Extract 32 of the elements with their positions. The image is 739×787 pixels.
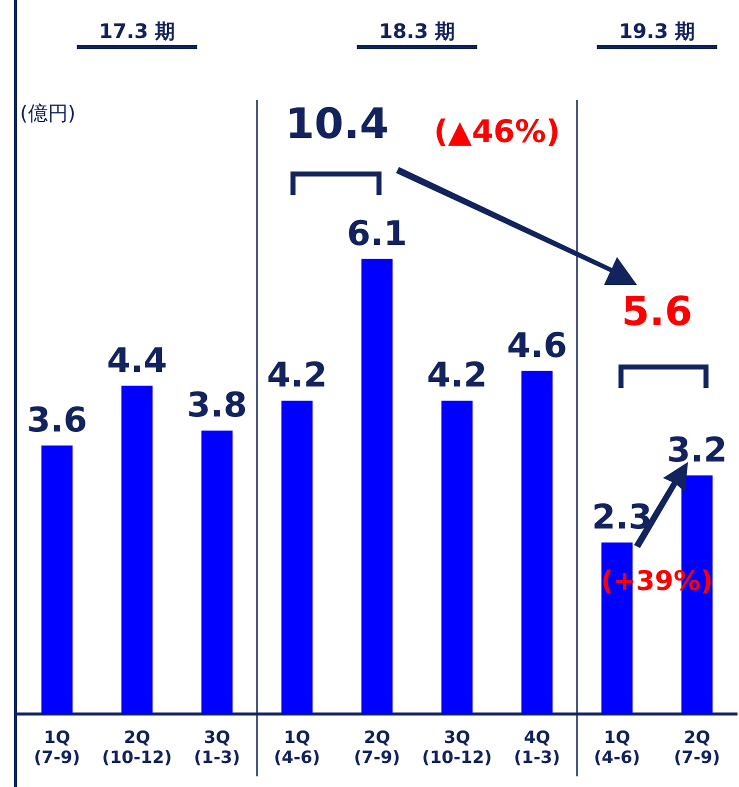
x-tick-label: 1Q (4-6) bbox=[594, 728, 640, 768]
data-label: 4.2 bbox=[426, 356, 488, 396]
x-tick-label: 1Q (4-6) bbox=[274, 728, 320, 768]
annotation: 5.6 bbox=[622, 289, 692, 335]
text: 19.3 期 bbox=[618, 19, 696, 43]
text: 18.3 期 bbox=[378, 19, 456, 43]
data-label: 4.6 bbox=[506, 326, 568, 366]
x-tick-label: 4Q (1-3) bbox=[514, 728, 560, 768]
bar bbox=[521, 370, 553, 714]
data-label: 3.6 bbox=[26, 400, 88, 440]
bar bbox=[41, 446, 73, 714]
data-label: 6.1 bbox=[346, 214, 408, 254]
x-tick-label: 3Q (1-3) bbox=[194, 728, 240, 768]
x-tick-label: 2Q (7-9) bbox=[674, 728, 720, 768]
bar bbox=[441, 400, 473, 714]
x-tick-label: 3Q (10-12) bbox=[422, 728, 492, 768]
data-label: 4.2 bbox=[266, 356, 328, 396]
bar bbox=[121, 386, 153, 714]
x-tick-label: 2Q (10-12) bbox=[102, 728, 172, 768]
x-tick-label: 2Q (7-9) bbox=[354, 728, 400, 768]
data-label: 2.3 bbox=[592, 498, 652, 538]
text: 10.4 bbox=[285, 99, 389, 148]
x-tick-label: 1Q (7-9) bbox=[34, 728, 80, 768]
data-label: 3.8 bbox=[186, 386, 248, 426]
text: (億円) bbox=[20, 101, 76, 125]
bar bbox=[361, 258, 393, 714]
data-label: 3.2 bbox=[666, 430, 728, 470]
text: 17.3 期 bbox=[98, 19, 176, 43]
text: (▲46%) bbox=[434, 114, 560, 150]
bar bbox=[201, 430, 233, 714]
bar bbox=[281, 400, 313, 714]
data-label: 4.4 bbox=[106, 340, 168, 381]
